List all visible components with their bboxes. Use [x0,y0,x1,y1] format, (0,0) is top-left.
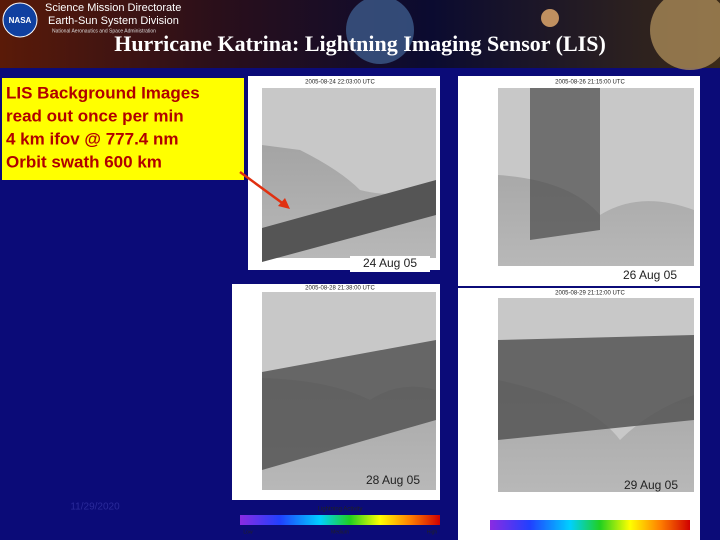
map-panel: 2005-08-29 21:12:00 UTC 29 Aug 05 [458,288,700,540]
callout-line: LIS Background Images [6,83,200,102]
agency: National Aeronautics and Space Administr… [52,28,156,34]
arrow-head [278,198,290,209]
footer-date: 11/29/2020 [70,502,120,513]
callout-lines: LIS Background Images read out once per m… [6,83,200,171]
panel-label: 28 Aug 05 [366,473,420,487]
panel-timestamp: 2005-08-26 21:15:00 UTC [555,80,625,86]
map-panel: 2005-08-28 21:38:00 UTC 28 Aug 05 Lightn… [232,284,440,535]
planet [346,0,414,64]
panel-label: 24 Aug 05 [363,256,417,270]
callout-line: Orbit swath 600 km [6,152,162,171]
logo[interactable] [2,2,38,38]
colorbar-medium: Medium [331,529,349,535]
colorbar-high: High [427,529,438,535]
panel-timestamp: 2005-08-24 22:03:00 UTC [305,80,375,86]
panel-label: 26 Aug 05 [623,268,677,282]
panel-timestamp: 2005-08-29 21:12:00 UTC [555,291,625,297]
panel-label: 29 Aug 05 [624,478,678,492]
callout-line: 4 km ifov @ 777.4 nm [6,129,178,148]
colorbar-low: Low [243,529,253,535]
panel-timestamp: 2005-08-28 21:38:00 UTC [305,286,375,292]
directorate: Science Mission Directorate [45,2,181,14]
colorbar [490,520,690,530]
slide-title: Hurricane Katrina: Lightning Imaging Sen… [114,31,606,56]
callout-line: read out once per min [6,106,184,125]
planet [650,0,720,70]
colorbar [240,515,440,525]
planet [541,9,559,27]
colorbar-title: Lightning Activity [318,507,363,513]
arrow [239,170,286,207]
logo-text[interactable]: NASA [9,16,32,25]
map-panel: 2005-08-24 22:03:00 UTC 24 Aug 05 [248,76,440,272]
map-panel: 2005-08-26 21:15:00 UTC 26 Aug 05 [458,76,700,286]
division: Earth-Sun System Division [48,15,179,27]
callout-box [2,78,244,180]
